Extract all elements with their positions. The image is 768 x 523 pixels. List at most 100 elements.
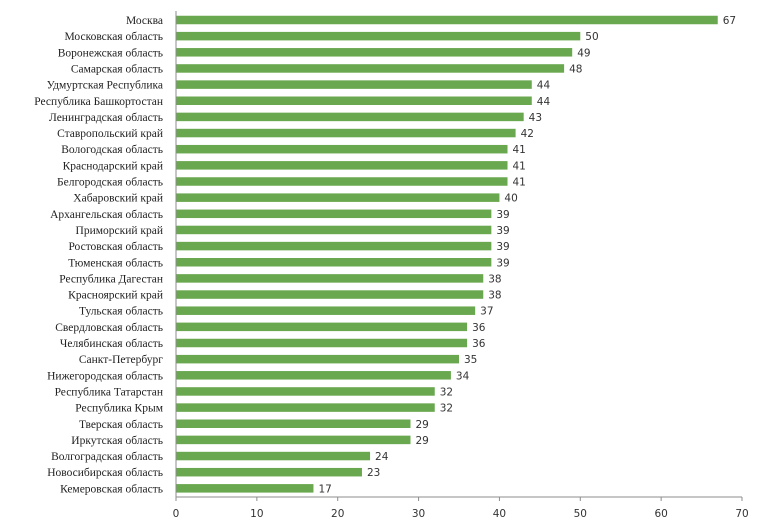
- value-label: 39: [496, 257, 509, 269]
- bar: [176, 258, 492, 267]
- bar: [176, 161, 508, 170]
- x-tick-label: 60: [654, 508, 667, 520]
- category-label: Воронежская область: [58, 47, 163, 59]
- bar: [176, 322, 468, 332]
- value-label: 44: [537, 96, 551, 108]
- value-label: 37: [480, 306, 493, 318]
- bar: [176, 403, 435, 412]
- bar: [176, 177, 508, 186]
- category-label: Республика Башкортостан: [34, 96, 163, 108]
- value-label: 17: [318, 483, 331, 495]
- category-label: Удмуртская Республика: [47, 80, 163, 92]
- bar: [176, 225, 492, 235]
- category-label: Тверская область: [79, 419, 163, 431]
- value-labels: 67 50 49 48 44 44 43 42 41 41 41 40 39 39 39 39 38 38 37 36…: [318, 15, 736, 495]
- category-label: Ставропольский край: [57, 128, 163, 140]
- axes: 0 10 20 30 40 50 60 70: [173, 11, 749, 520]
- value-label: 36: [472, 322, 486, 334]
- bar: [176, 209, 492, 219]
- bar: [176, 387, 435, 396]
- value-label: 32: [440, 403, 453, 415]
- value-label: 38: [488, 273, 501, 285]
- category-label: Красноярский край: [68, 290, 163, 302]
- x-tick-label: 10: [250, 508, 263, 520]
- value-label: 67: [723, 15, 736, 27]
- value-label: 50: [585, 31, 598, 43]
- bar: [176, 15, 718, 25]
- category-label: Белгородская область: [57, 177, 163, 189]
- category-label: Самарская область: [71, 63, 163, 75]
- category-label: Московская область: [64, 31, 163, 43]
- bar: [176, 193, 500, 202]
- value-label: 34: [456, 370, 470, 382]
- value-label: 38: [488, 290, 501, 302]
- category-label: Свердловская область: [55, 322, 163, 334]
- category-label: Иркутская область: [71, 435, 163, 447]
- category-label: Москва: [126, 15, 163, 27]
- value-label: 41: [513, 177, 526, 189]
- bar: [176, 128, 516, 138]
- value-label: 48: [569, 63, 582, 75]
- value-label: 35: [464, 354, 477, 366]
- x-tick-label: 70: [735, 508, 748, 520]
- bar: [176, 144, 508, 154]
- value-label: 29: [415, 435, 428, 447]
- value-label: 39: [496, 209, 509, 221]
- value-label: 41: [513, 160, 526, 172]
- x-tick-label: 20: [331, 508, 344, 520]
- value-label: 41: [513, 144, 526, 156]
- bar: [176, 419, 411, 428]
- category-label: Республика Крым: [75, 403, 163, 415]
- category-label: Нижегородская область: [47, 370, 163, 382]
- bar: [176, 64, 565, 73]
- value-label: 42: [521, 128, 534, 140]
- category-label: Краснодарский край: [63, 160, 163, 172]
- category-label: Ростовская область: [68, 241, 163, 253]
- value-label: 32: [440, 386, 453, 398]
- category-label: Архангельская область: [50, 209, 163, 221]
- category-label: Приморский край: [76, 225, 163, 237]
- bar: [176, 306, 476, 315]
- category-label: Хабаровский край: [73, 193, 163, 205]
- category-label: Тульская область: [79, 306, 163, 318]
- category-label: Ленинградская область: [49, 112, 163, 124]
- value-label: 39: [496, 241, 509, 253]
- bar: [176, 96, 532, 105]
- value-label: 39: [496, 225, 509, 237]
- value-label: 40: [504, 193, 517, 205]
- value-label: 49: [577, 47, 590, 59]
- bar: [176, 354, 459, 364]
- bar: [176, 241, 492, 251]
- category-label: Республика Дагестан: [59, 273, 163, 285]
- bars-layer: [176, 15, 718, 493]
- bar: [176, 290, 484, 299]
- value-label: 44: [537, 80, 551, 92]
- x-tick-label: 50: [574, 508, 587, 520]
- category-label: Тюменская область: [68, 257, 163, 269]
- bar: [176, 48, 573, 57]
- category-label: Волгоградская область: [51, 451, 163, 463]
- bar: [176, 80, 532, 89]
- x-tick-label: 0: [173, 508, 180, 520]
- bar: [176, 435, 411, 445]
- value-label: 23: [367, 467, 380, 479]
- category-label: Кемеровская область: [60, 483, 163, 495]
- category-label: Челябинская область: [60, 338, 163, 350]
- value-label: 36: [472, 338, 486, 350]
- bar: [176, 484, 314, 493]
- bar: [176, 338, 468, 348]
- value-label: 29: [415, 419, 428, 431]
- category-label: Вологодская область: [61, 144, 163, 156]
- bar: [176, 31, 581, 41]
- x-tick-label: 30: [412, 508, 425, 520]
- bar: [176, 467, 362, 477]
- x-tick-label: 40: [493, 508, 506, 520]
- category-label: Новосибирская область: [47, 467, 163, 479]
- bar: [176, 451, 371, 461]
- bar: [176, 274, 484, 283]
- bar: [176, 112, 524, 122]
- value-label: 24: [375, 451, 389, 463]
- category-label: Санкт-Петербург: [79, 354, 163, 366]
- bar: [176, 371, 451, 380]
